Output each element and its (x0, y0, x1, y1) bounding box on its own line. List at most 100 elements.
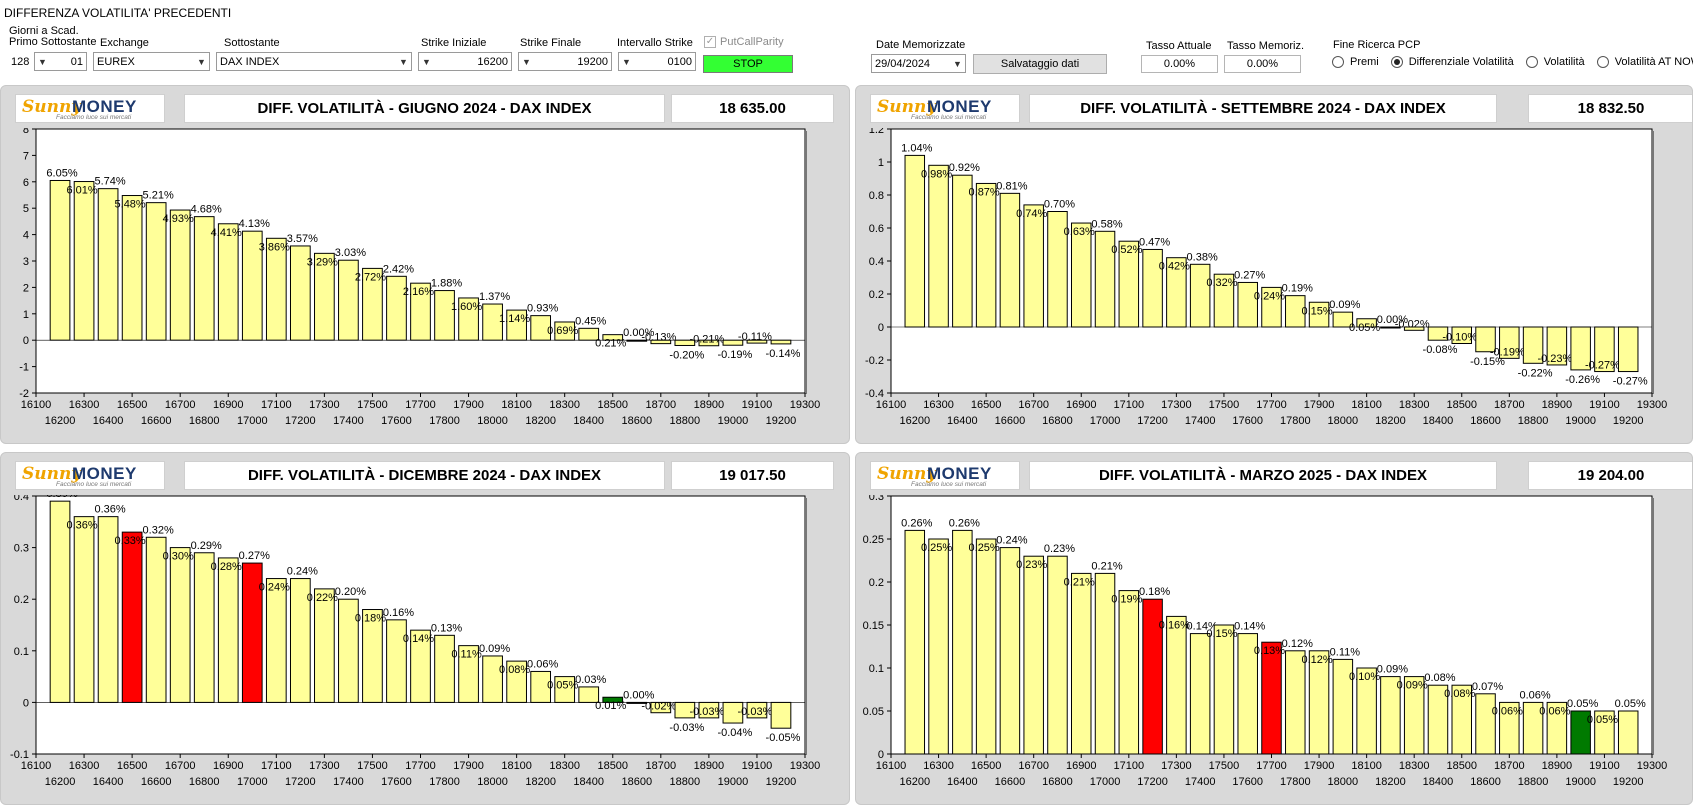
rate-now-value: 0.00% (1141, 55, 1218, 73)
x-tick-label: 18500 (597, 760, 628, 772)
bar-18600 (1475, 693, 1496, 755)
days-select[interactable]: ▼ 01 (34, 52, 87, 71)
x-tick-label: 16600 (995, 776, 1026, 788)
data-label: -0.08% (1423, 344, 1458, 356)
underlying-select[interactable]: DAX INDEX ▼ (216, 52, 412, 71)
x-tick-label: 16900 (1066, 399, 1097, 411)
putcall-checkbox[interactable]: ✓ PutCallParity (704, 36, 784, 48)
sunny-money-logo: Sunny MONEY Facciamo luce sui mercati (15, 94, 165, 123)
x-tick-label: 17400 (333, 415, 364, 427)
bar-18500 (1451, 684, 1473, 755)
stop-button[interactable]: STOP (703, 55, 793, 73)
data-label: 0.22% (307, 592, 338, 604)
y-tick-label: 0 (878, 322, 884, 334)
data-label: -0.02% (641, 701, 676, 713)
pcp-label: Fine Ricerca PCP (1333, 39, 1421, 51)
data-label: 0.09% (479, 643, 510, 655)
x-tick-label: 16600 (995, 415, 1026, 427)
data-label: 4.41% (211, 227, 242, 239)
y-tick-label: 1.2 (869, 128, 884, 136)
data-label: -0.10% (1442, 332, 1477, 344)
bar-16500 (121, 195, 143, 341)
x-tick-label: 18200 (1375, 776, 1406, 788)
window-title: DIFFERENZA VOLATILITA' PRECEDENTI (4, 6, 232, 20)
data-label: 0.14% (1187, 621, 1218, 633)
checkmark-icon: ✓ (704, 36, 716, 48)
strike-start-select[interactable]: ▼ 16200 (418, 52, 512, 71)
y-tick-label: 7 (23, 150, 29, 162)
data-label: 0.23% (1044, 543, 1075, 555)
radio-volatilita[interactable]: Volatilità (1525, 56, 1585, 68)
strike-interval-label: Intervallo Strike (617, 37, 693, 49)
data-label: 0.07% (1472, 681, 1503, 693)
data-label: 0.18% (355, 613, 386, 625)
x-tick-label: 17100 (1114, 399, 1145, 411)
bar-17100 (265, 237, 287, 341)
bar-17100 (1118, 590, 1140, 755)
strike-end-select[interactable]: ▼ 19200 (518, 52, 612, 71)
data-label: 0.21% (595, 338, 626, 350)
bar-16700 (1023, 204, 1044, 328)
bar-16900 (1070, 572, 1092, 755)
x-tick-label: 16800 (189, 776, 220, 788)
data-label: 0.16% (383, 607, 414, 619)
bar-17500 (1213, 624, 1235, 755)
data-label: -0.14% (766, 348, 801, 360)
data-label: -0.19% (1490, 346, 1525, 358)
x-tick-label: 17200 (285, 415, 316, 427)
data-label: 3.57% (287, 233, 318, 245)
underlying-price: 19 017.50 (671, 461, 834, 490)
x-tick-label: 16700 (165, 399, 196, 411)
bar-16300 (928, 164, 949, 328)
bar-16200 (904, 529, 926, 755)
radio-volatilita-at-now[interactable]: Volatilità AT NOW (1596, 56, 1693, 68)
y-tick-label: 0.6 (869, 223, 884, 235)
bar-18700 (1499, 701, 1520, 755)
data-label: -0.03% (689, 706, 724, 718)
x-tick-label: 18400 (573, 415, 604, 427)
y-tick-label: 0.1 (14, 646, 29, 658)
x-tick-label: 18100 (1351, 760, 1382, 772)
exchange-select[interactable]: EUREX ▼ (93, 52, 210, 71)
x-tick-label: 16800 (1042, 776, 1073, 788)
x-tick-label: 18000 (1328, 776, 1359, 788)
y-tick-label: 0.1 (869, 663, 884, 675)
radio-premi[interactable]: Premi (1332, 56, 1379, 68)
data-label: 0.69% (547, 325, 578, 337)
radio-differenziale-volatilita[interactable]: Differenziale Volatilità (1390, 56, 1514, 68)
y-tick-label: 0.4 (869, 256, 884, 268)
save-data-button[interactable]: Salvataggio dati (973, 54, 1107, 74)
data-label: 1.14% (499, 313, 530, 325)
data-label: 0.26% (949, 517, 980, 529)
bar-18400 (1427, 684, 1449, 755)
data-label: 0.05% (1615, 698, 1646, 710)
x-tick-label: 17600 (381, 415, 412, 427)
data-label: -0.04% (717, 727, 752, 739)
x-tick-label: 18700 (1494, 760, 1525, 772)
bar-16900 (217, 223, 239, 341)
bar-chart-dicembre: -0.1 0 0.1 0.2 0.3 0.4 16100 16300 16500 16700 169… (10, 495, 820, 788)
days-label: Giorni a Scad. Primo Sottostante (9, 25, 97, 48)
y-tick-label: 0.05 (863, 706, 884, 718)
x-tick-label: 18200 (525, 415, 556, 427)
strike-interval-select[interactable]: ▼ 0100 (618, 52, 696, 71)
data-label: -0.19% (717, 349, 752, 361)
x-tick-label: 16300 (923, 399, 954, 411)
x-tick-label: 17000 (1090, 415, 1121, 427)
data-label: 0.05% (1349, 322, 1380, 334)
x-tick-label: 16600 (141, 415, 172, 427)
data-label: 3.86% (259, 241, 290, 253)
data-label: 0.63% (1064, 226, 1095, 238)
data-label: 0.08% (1424, 672, 1455, 684)
x-tick-label: 17000 (237, 415, 268, 427)
data-label: 6.05% (46, 167, 77, 179)
x-tick-label: 16900 (213, 760, 244, 772)
y-tick-label: -0.2 (865, 355, 884, 367)
x-tick-label: 18600 (621, 776, 652, 788)
dates-select[interactable]: 29/04/2024 ▼ (871, 54, 966, 73)
chart-panel-marzo: Sunny MONEY Facciamo luce sui mercati DI… (855, 452, 1693, 805)
data-label: 6.01% (66, 185, 97, 197)
x-tick-label: 16300 (923, 760, 954, 772)
x-tick-label: 16200 (45, 415, 76, 427)
x-tick-label: 17500 (357, 399, 388, 411)
